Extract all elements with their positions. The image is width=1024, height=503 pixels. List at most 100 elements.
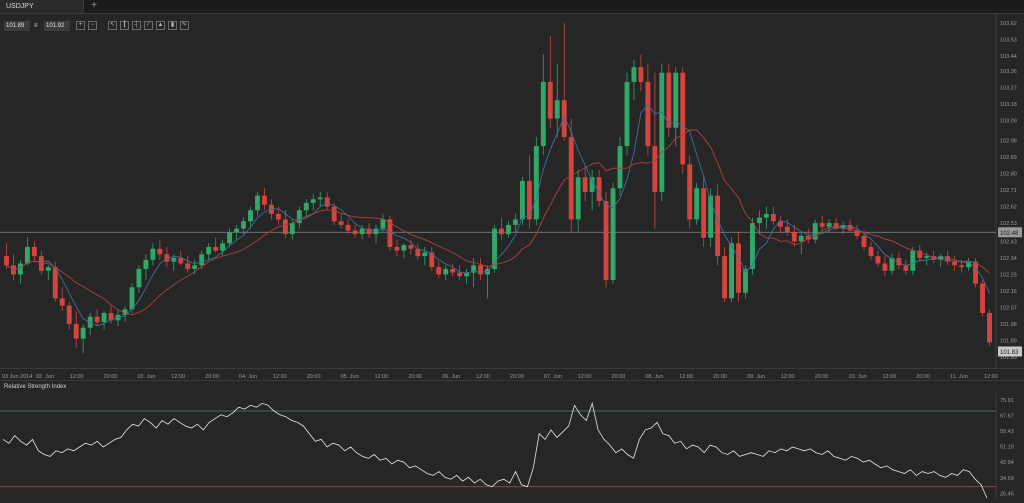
candle-body [248,210,253,222]
candle-body [129,287,135,310]
candle-body [73,323,79,339]
candle-body [561,100,567,137]
cursor-icon[interactable]: ↖ [108,21,117,30]
bid-price[interactable]: 101.89 [4,21,30,31]
line-icon[interactable]: ∕ [144,21,153,30]
rsi-tick-label: 67.67 [1000,413,1014,419]
zoom-in-icon[interactable]: + [76,21,85,30]
candle-body [533,146,539,220]
candle-body [387,219,393,247]
candle-body [945,256,951,262]
time-tick-label: 20:00 [307,374,321,380]
candle-body [171,257,177,262]
price-tick-label: 103.36 [1000,69,1017,75]
add-tab-button[interactable]: + [91,0,97,11]
candle-body [359,228,365,235]
time-tick-label: 04. Jun [239,374,257,380]
time-tick-label: 12:00 [882,374,896,380]
time-tick-label: 12:00 [984,374,998,380]
ask-price[interactable]: 101.92 [44,21,70,31]
candle-body [673,72,679,128]
zoom-out-icon[interactable]: − [88,21,97,30]
candle-body [952,261,958,266]
candle-body [638,67,644,82]
candle-body [164,254,170,262]
candle-body [464,272,470,277]
tab-symbol-label: USDJPY [6,3,34,10]
candle-body [415,248,421,257]
candle-body [659,72,665,192]
tab-usdjpy[interactable]: USDJPY [0,0,84,13]
candle-body [366,228,372,235]
price-tick-label: 101.89 [1000,338,1017,344]
time-tick-label: 12:00 [70,374,84,380]
heikin-icon[interactable]: ▮ [168,21,177,30]
candle-body [736,243,741,293]
draw-icon[interactable]: ✎ [180,21,189,30]
candle-body [241,221,246,229]
candle-body [394,246,400,251]
bars-icon[interactable]: ┤ [132,21,141,30]
candle-body [743,268,748,293]
candle-body [282,219,288,235]
candle-body [310,199,316,203]
last-price-label: 101.83 [1000,350,1019,356]
candle-body [582,177,588,192]
candles-icon[interactable]: ┃ [120,21,129,30]
candle-body [547,81,553,119]
candle-body [840,224,846,229]
candle-body [861,235,867,247]
candle-body [94,316,100,323]
candle-body [457,272,463,277]
candle-body [296,210,302,224]
candle-body [199,254,205,266]
indicator-title: Relative Strength Index [4,384,67,390]
candle-body [66,305,72,324]
candle-body [17,263,23,275]
candle-body [526,180,532,220]
candle-body [213,246,219,251]
candle-body [255,195,260,211]
candle-body [108,312,114,321]
rsi-tick-label: 51.19 [1000,445,1014,451]
area-icon[interactable]: ▲ [156,21,165,30]
candle-body [185,263,191,269]
candle-body [478,265,484,275]
candle-body [540,81,546,147]
tab-bar: USDJPY + [0,0,1024,14]
candle-body [429,252,435,268]
candle-body [352,230,358,235]
price-tick-label: 102.34 [1000,256,1017,262]
price-tick-label: 103.53 [1000,38,1017,44]
candle-body [708,195,714,238]
last-price-box [998,346,1022,357]
candle-body [401,245,407,251]
candle-body [234,228,239,233]
price-tick-label: 102.16 [1000,289,1017,295]
candle-body [680,72,686,165]
time-tick-label: 12:00 [273,374,287,380]
rsi-tick-label: 34.69 [1000,476,1014,482]
time-tick-label: 20:00 [408,374,422,380]
candle-body [812,223,818,240]
candle-body [122,309,128,315]
time-tick-label: 12:00 [578,374,592,380]
candle-body [652,146,658,192]
price-tick-label: 103.62 [1000,21,1017,27]
candle-body [777,221,783,227]
price-tick-label: 103.44 [1000,54,1017,60]
candle-body [338,221,344,225]
candle-body [38,256,44,271]
candle-body [903,265,909,271]
candle-body [554,100,560,119]
candle-body [380,219,386,229]
rsi-line [2,401,988,499]
candle-body [666,72,672,128]
candle-body [275,213,281,220]
rsi-tick-label: 75.91 [1000,398,1014,404]
candle-body [868,246,874,257]
candle-body [4,256,9,266]
candle-body [896,257,902,266]
candle-body [262,195,267,205]
